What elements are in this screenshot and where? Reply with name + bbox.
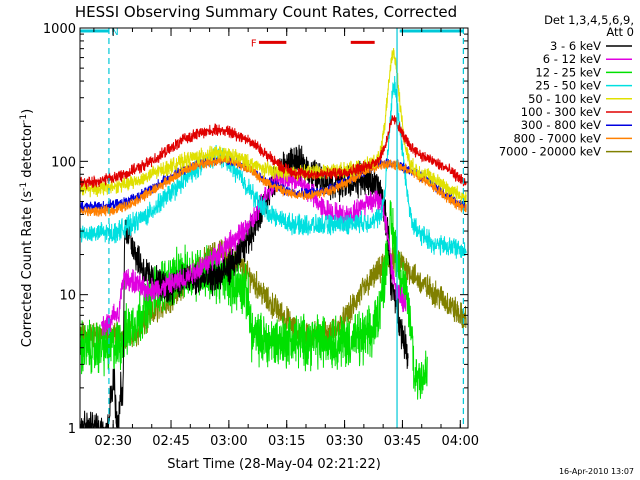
x-tick-label: 03:45 [384,434,421,449]
timestamp: 16-Apr-2010 13:07 [559,467,634,476]
legend-header: Att 0 [606,25,634,39]
legend-header: Det 1,3,4,5,6,9, [544,13,634,27]
legend-entry-label: 25 - 50 keV [535,79,601,93]
x-tick-label: 04:00 [442,434,479,449]
series-line [80,155,467,217]
series-line [80,115,467,190]
legend-entry-label: 3 - 6 keV [550,39,601,53]
series-line [80,200,428,400]
series-line [80,47,467,205]
legend-entry-label: 50 - 100 keV [528,92,601,106]
chart-title: HESSI Observing Summary Count Rates, Cor… [75,3,457,21]
y-tick-label: 1 [68,422,76,437]
annotation-label: F [251,38,257,49]
series-line [80,75,467,259]
x-tick-label: 03:30 [326,434,363,449]
axes-layer: 02:30 02:45 03:00 03:15 03:30 03:45 04:00 1 10 10… [43,22,479,449]
legend-entry-label: 6 - 12 keV [543,52,601,66]
x-tick-label: 03:15 [268,434,305,449]
x-tick-label: 02:45 [152,434,189,449]
series-line [80,239,467,351]
legend-entry-label: 12 - 25 keV [535,65,601,79]
y-tick-label: 100 [51,155,76,170]
series-line [80,144,409,428]
x-axis-label: Start Time (28-May-04 02:21:22) [167,457,381,472]
annotation-layer: NF [80,27,464,428]
y-tick-label: 10 [59,289,76,304]
legend-entry-label: 300 - 800 keV [521,118,601,132]
x-tick-label: 02:30 [94,434,131,449]
annotation-label: N [111,27,118,38]
legend-entry-label: 100 - 300 keV [521,105,601,119]
x-tick-label: 03:00 [210,434,247,449]
y-tick-label: 1000 [43,22,76,37]
legend-entry-label: 7000 - 20000 keV [499,145,601,159]
plot-frame [79,27,469,429]
series-layer [80,47,467,428]
y-axis-label: Corrected Count Rate (s-1 detector-1) [19,109,35,347]
legend-entry-label: 800 - 7000 keV [513,131,601,145]
series-line [101,164,407,336]
